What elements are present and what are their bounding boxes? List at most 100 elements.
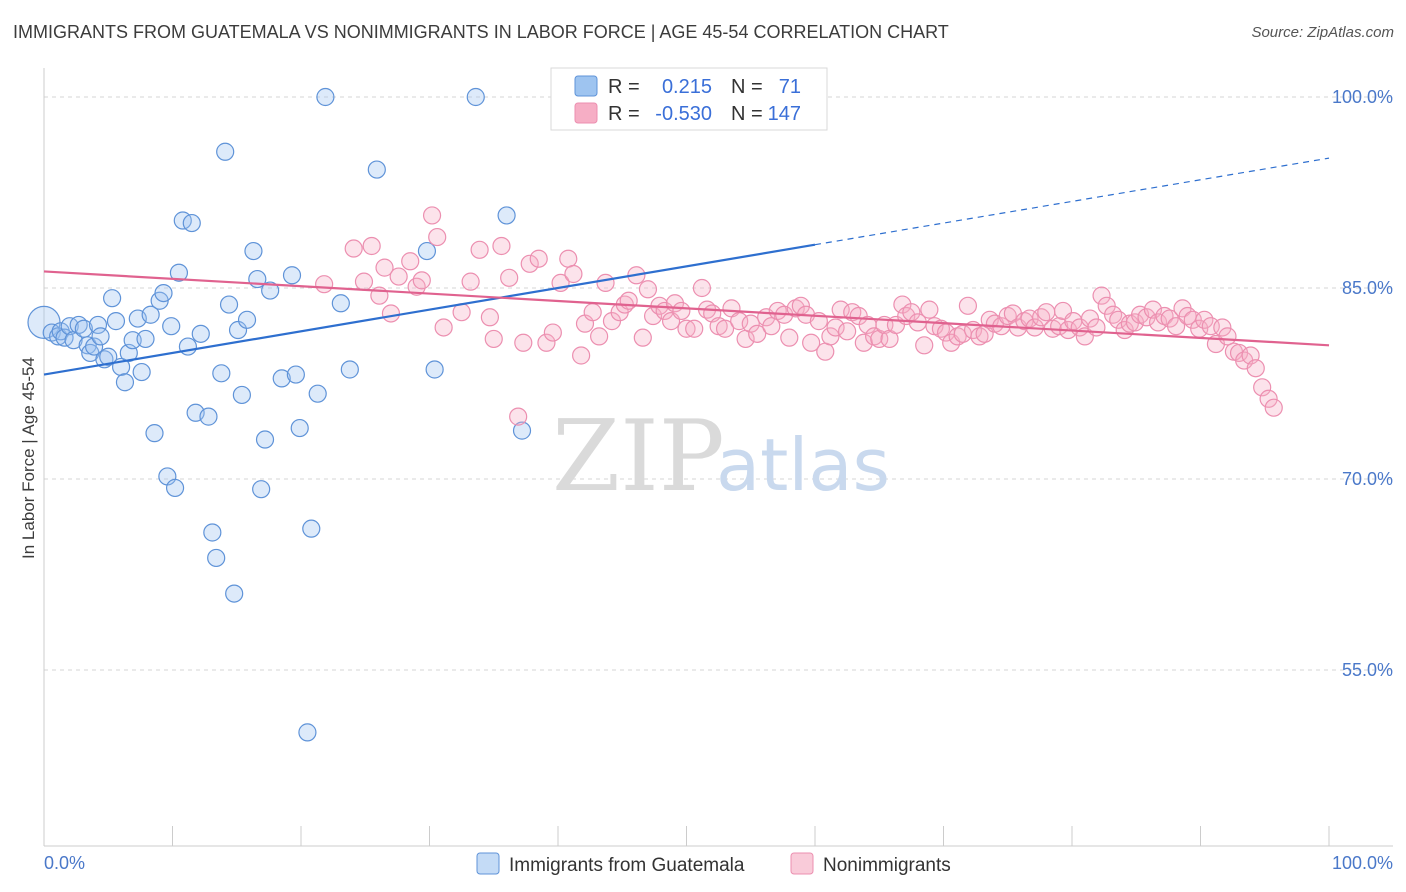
nonimmigrant-point [970, 327, 989, 346]
guatemala-point [141, 305, 160, 324]
legend: R = 0.215 N = 71 R = -0.530 N = 147 [550, 67, 828, 131]
guatemala-point [132, 362, 151, 382]
nonimmigrant-point [854, 333, 873, 352]
trend-line-guatemala [43, 243, 816, 376]
nonimmigrant-point [677, 319, 696, 338]
guatemala-point [165, 478, 185, 498]
series-legend: Immigrants from Guatemala Nonimmigrants [476, 852, 951, 876]
guatemala-point [145, 424, 164, 443]
nonimmigrant-point [564, 264, 583, 284]
guatemala-point [417, 241, 437, 261]
guatemala-point [308, 384, 327, 403]
guatemala-point [255, 430, 275, 449]
nonimmigrant-point [762, 317, 781, 336]
y-axis-label: In Labor Force | Age 45-54 [19, 357, 38, 559]
nonimmigrant-point [741, 314, 760, 333]
chart-source: Source: ZipAtlas.com [1251, 24, 1394, 41]
guatemala-point [191, 324, 210, 343]
nonimmigrant-point [786, 299, 805, 318]
legend-r-value-guatemala: 0.215 [662, 76, 712, 98]
guatemala-point [203, 523, 222, 542]
guatemala-point [497, 206, 516, 225]
nonimmigrant-point [1253, 378, 1272, 397]
guatemala-point [282, 266, 302, 285]
nonimmigrant-point [509, 407, 528, 426]
guatemala-point [212, 364, 231, 383]
nonimmigrant-point [1160, 309, 1179, 328]
nonimmigrant-point [920, 300, 939, 319]
legend-n-value-guatemala: 71 [779, 76, 801, 98]
nonimmigrant-point [998, 306, 1017, 326]
legend-r-value-nonimmigrants: -0.530 [655, 103, 712, 125]
nonimmigrant-point [958, 296, 978, 315]
guatemala-point [123, 331, 142, 350]
nonimmigrant-point [1264, 398, 1283, 417]
guatemala-point [162, 317, 181, 336]
nonimmigrant-point [1092, 286, 1111, 305]
nonimmigrant-point [520, 254, 539, 273]
guatemala-point [91, 327, 110, 346]
legend-n-value-nonimmigrants: 147 [768, 103, 801, 125]
nonimmigrant-point [434, 318, 453, 337]
trend-line-nonimmigrants [43, 270, 1330, 347]
guatemala-point [244, 241, 263, 261]
nonimmigrant-point [1032, 308, 1051, 327]
series-legend-label-guatemala: Immigrants from Guatemala [509, 855, 745, 876]
guatemala-point [466, 87, 485, 107]
nonimmigrant-point [1097, 296, 1116, 315]
guatemala-point [302, 519, 321, 538]
x-tick-label: 100.0% [1332, 853, 1393, 873]
series-legend-swatch-guatemala [476, 852, 500, 875]
nonimmigrant-point [381, 304, 401, 323]
guatemala-point [216, 142, 235, 161]
nonimmigrant-point [1037, 303, 1056, 322]
nonimmigrant-point [412, 271, 431, 290]
nonimmigrant-point [492, 236, 511, 256]
nonimmigrant-point [1213, 318, 1232, 337]
guatemala-point [85, 337, 104, 356]
nonimmigrant-point [1218, 327, 1237, 346]
nonimmigrant-point [780, 328, 799, 347]
y-tick-label: 70.0% [1342, 469, 1393, 489]
guatemala-point [290, 418, 309, 438]
nonimmigrant-point [1201, 317, 1220, 336]
nonimmigrant-point [672, 301, 691, 321]
nonimmigrant-point [1137, 308, 1156, 327]
legend-n-label-guatemala: N = [731, 76, 763, 98]
legend-r-label-nonimmigrants: R = [608, 103, 640, 125]
legend-swatch-nonimmigrants [574, 102, 598, 124]
nonimmigrant-point [1080, 309, 1100, 328]
watermark: ZIP atlas [552, 400, 890, 514]
nonimmigrant-point [596, 273, 615, 293]
nonimmigrant-point [559, 249, 578, 268]
nonimmigrant-point [422, 206, 442, 225]
nonimmigrant-point [685, 319, 704, 338]
nonimmigrant-point [344, 239, 363, 258]
nonimmigrant-point [583, 303, 602, 322]
axes [43, 68, 1393, 847]
nonimmigrant-point [428, 227, 447, 247]
guatemala-point [219, 295, 239, 314]
nonimmigrant-point [821, 327, 840, 346]
nonimmigrant-point [915, 336, 934, 355]
watermark-atlas: atlas [716, 423, 890, 507]
nonimmigrant-point [543, 323, 562, 342]
nonimmigrant-point [354, 272, 374, 291]
series-legend-label-nonimmigrants: Nonimmigrants [823, 855, 951, 876]
nonimmigrant-point [816, 342, 835, 361]
guatemala-point [425, 360, 444, 379]
nonimmigrant-point [1087, 318, 1106, 337]
guatemala-point [178, 337, 198, 356]
guatemala-point [99, 347, 118, 366]
trend-line-guatemala-extension [814, 157, 1330, 246]
nonimmigrant-point [865, 327, 884, 346]
guatemala-point [512, 421, 532, 440]
guatemala-point [106, 312, 126, 331]
guatemala-point [88, 315, 108, 335]
guatemala-point [298, 723, 317, 742]
nonimmigrant-point [748, 324, 767, 343]
guatemala-point [237, 310, 257, 329]
nonimmigrant-point [826, 318, 845, 337]
nonimmigrant-point [401, 252, 420, 271]
